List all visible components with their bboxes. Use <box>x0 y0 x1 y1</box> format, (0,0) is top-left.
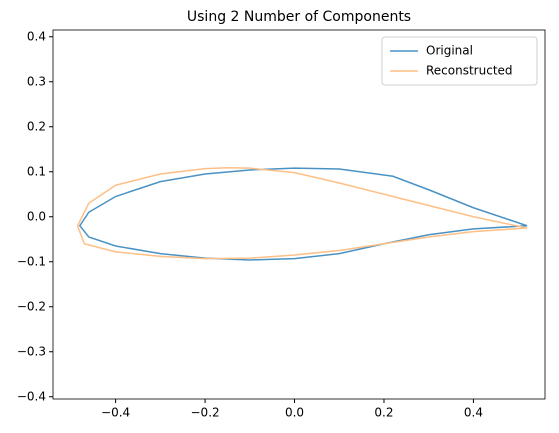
x-tick-label: 0.2 <box>374 406 393 420</box>
chart-title: Using 2 Number of Components <box>187 9 411 25</box>
x-tick-label: −0.2 <box>191 406 220 420</box>
x-tick-label: 0.4 <box>464 406 483 420</box>
legend-box <box>381 36 538 86</box>
y-tick-label: 0.2 <box>27 119 46 133</box>
x-tick-label: 0.0 <box>285 406 304 420</box>
series-line <box>76 166 528 260</box>
series-line <box>78 167 528 261</box>
y-tick-label: −0.3 <box>17 344 46 358</box>
y-tick-label: 0.4 <box>27 29 46 43</box>
y-tick-label: 0.1 <box>27 164 46 178</box>
y-tick-label: 0.0 <box>27 209 46 223</box>
y-tick-label: −0.1 <box>17 254 46 268</box>
legend-label: Original <box>426 44 473 58</box>
y-tick-label: 0.3 <box>27 74 46 88</box>
legend-label: Reconstructed <box>426 64 513 78</box>
y-tick-label: −0.4 <box>17 389 46 403</box>
x-tick-label: −0.4 <box>101 406 130 420</box>
y-tick-label: −0.2 <box>17 299 46 313</box>
axes-frame <box>52 29 546 400</box>
